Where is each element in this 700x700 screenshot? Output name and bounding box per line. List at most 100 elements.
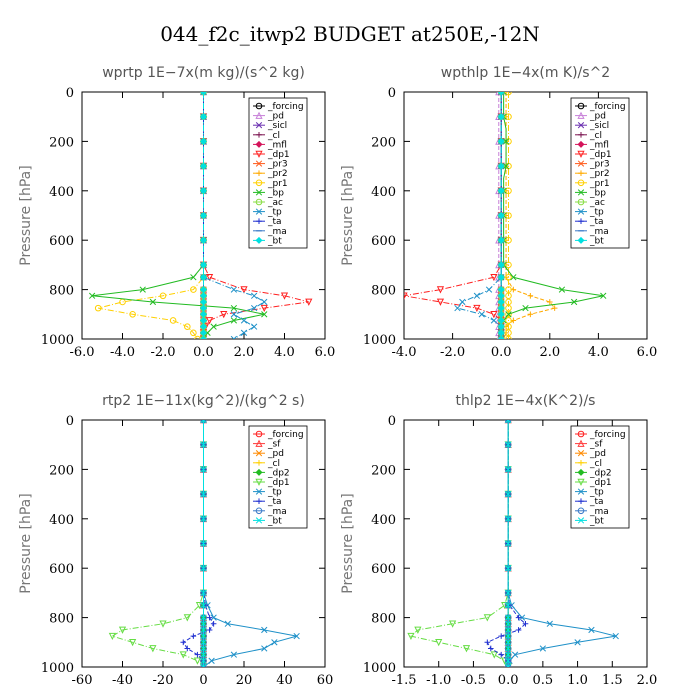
data-point-tp — [490, 317, 498, 324]
data-point-pr1 — [129, 311, 136, 318]
legend-marker — [577, 450, 585, 457]
data-point-bp — [502, 162, 510, 170]
legend-marker — [577, 507, 585, 515]
legend-marker — [256, 498, 262, 504]
y-tick-label: 0 — [388, 86, 396, 101]
legend-label: _dp2 — [267, 468, 290, 478]
legend-label: _bt — [267, 236, 282, 246]
x-tick-label: -60 — [72, 673, 93, 688]
legend-marker — [577, 179, 585, 187]
data-point-bt — [497, 137, 505, 145]
legend-marker — [255, 478, 263, 486]
legend-label: _ta — [589, 217, 604, 227]
data-point-dp1 — [205, 273, 214, 282]
x-tick-label: 2.0 — [539, 345, 560, 360]
y-tick-label: 200 — [49, 135, 74, 150]
data-point-dp1 — [240, 286, 248, 294]
x-tick-label: -40 — [112, 673, 133, 688]
data-point-dp1 — [414, 626, 422, 634]
data-point-bt — [504, 565, 512, 572]
data-point-tp — [454, 304, 461, 312]
y-axis-label: Pressure [hPa] — [340, 493, 356, 593]
data-point-tp — [240, 329, 248, 336]
data-point-ta — [522, 620, 529, 627]
y-tick-label: 1000 — [41, 333, 74, 348]
data-point-bp — [190, 274, 197, 281]
y-tick-label: 400 — [49, 185, 74, 200]
y-tick-label: 400 — [49, 513, 74, 528]
data-point-dp1 — [448, 620, 457, 628]
legend-marker — [577, 198, 585, 206]
legend-label: _ta — [267, 217, 282, 227]
data-point-pr1 — [505, 261, 512, 269]
data-point-pr1 — [190, 329, 197, 337]
legend-marker — [577, 189, 585, 196]
y-tick-label: 600 — [49, 562, 74, 577]
chart-panel-4: thlp2 1E−4x(K^2)/s Pressure [hPa] -1.5 -1.0… — [340, 393, 657, 688]
series-line-tp — [456, 92, 502, 339]
legend-marker — [578, 498, 584, 504]
chart-panel-2: wpthlp 1E−4x(m K)/s^2 Pressure [hPa] -4.0 -… — [340, 65, 657, 360]
data-point-bp — [261, 311, 268, 318]
legend-label: _bt — [589, 516, 604, 526]
data-point-bt — [199, 113, 208, 121]
data-point-bt — [199, 211, 208, 220]
data-point-bt — [497, 162, 505, 170]
legend-label: _sicl — [589, 121, 609, 131]
legend-label: _pd — [267, 449, 284, 459]
legend-label: _sicl — [267, 121, 287, 131]
legend-marker — [577, 478, 585, 486]
data-point-pr1 — [94, 304, 102, 312]
data-point-pr1 — [190, 286, 197, 293]
data-point-pr1 — [505, 311, 512, 318]
data-point-dp1 — [193, 657, 202, 665]
data-point-tp — [250, 304, 258, 312]
x-tick-label: -2.0 — [440, 345, 465, 360]
legend-marker — [255, 150, 263, 158]
legend-marker — [255, 179, 263, 187]
legend-marker — [256, 170, 262, 176]
y-tick-label: 800 — [371, 612, 396, 627]
x-tick-label: 0.0 — [491, 345, 512, 360]
legend-marker — [255, 488, 263, 495]
legend-marker — [578, 218, 584, 224]
legend-marker — [578, 132, 584, 138]
legend-marker — [256, 218, 262, 224]
x-tick-label: 1.5 — [602, 673, 623, 688]
legend-marker — [255, 468, 263, 476]
y-tick-label: 800 — [49, 284, 74, 299]
data-point-bt — [199, 162, 208, 170]
legend-marker — [255, 102, 263, 110]
legend-label: _cl — [267, 459, 280, 469]
legend-label: _pd — [589, 449, 606, 459]
x-tick-label: 40 — [276, 673, 293, 688]
data-point-tp — [498, 335, 505, 339]
legend-label: _bt — [589, 236, 604, 246]
legend-label: _dp1 — [267, 150, 290, 160]
legend-label: _cl — [589, 459, 602, 469]
panel-title: thlp2 1E−4x(K^2)/s — [456, 393, 596, 409]
data-point-pr1 — [505, 292, 512, 300]
y-tick-label: 800 — [49, 612, 74, 627]
legend-label: _ma — [589, 227, 609, 237]
legend-marker — [255, 111, 263, 119]
plot-frame — [403, 91, 648, 340]
x-tick-label: 1.0 — [567, 673, 588, 688]
legend-label: _pr3 — [589, 160, 610, 170]
data-point-dp1 — [183, 614, 191, 622]
panels-container: wprtp 1E−7x(m kg)/(s^2 kg) Pressure [hPa]… — [18, 65, 657, 688]
data-point-tp — [240, 317, 248, 324]
data-point-ta — [206, 627, 213, 633]
data-point-dp1 — [260, 304, 268, 313]
legend-label: _forcing — [589, 430, 626, 440]
y-tick-label: 200 — [371, 135, 396, 150]
data-point-bt — [497, 335, 505, 339]
data-point-bt — [504, 651, 512, 658]
legend-label: _forcing — [589, 102, 626, 112]
legend-label: _tp — [267, 488, 282, 498]
data-point-tp — [546, 620, 553, 627]
data-point-tp — [271, 639, 278, 646]
data-point-pr1 — [505, 335, 512, 339]
data-point-pr1 — [505, 92, 512, 96]
